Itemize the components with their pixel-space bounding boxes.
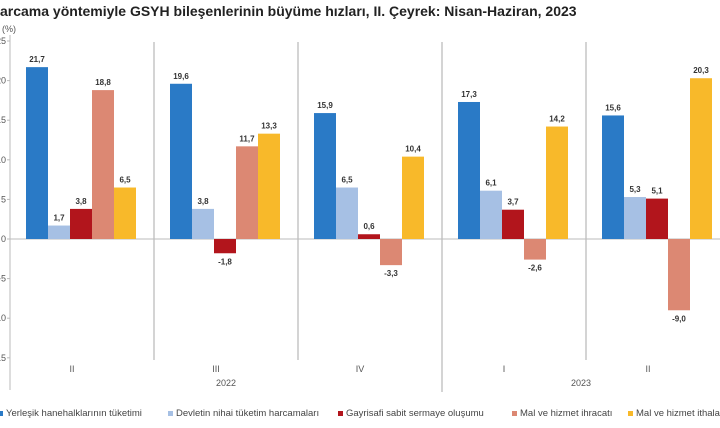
- y-tick-label: 25: [0, 36, 6, 46]
- legend-item: Mal ve hizmet ihracatı: [512, 408, 612, 419]
- category-label: II: [645, 364, 650, 374]
- data-label: 1,7: [53, 214, 65, 223]
- data-label: 20,3: [693, 66, 709, 75]
- bar: [402, 156, 424, 239]
- bar: [480, 190, 502, 239]
- data-label: 13,3: [261, 122, 277, 131]
- legend-label: Mal ve hizmet ihracatı: [520, 408, 613, 419]
- y-tick-label: 15: [0, 115, 6, 125]
- bar: [602, 115, 624, 239]
- data-label: 19,6: [173, 72, 189, 81]
- data-label: 3,7: [507, 198, 519, 207]
- y-tick-label: 5: [1, 194, 6, 204]
- bar: [546, 126, 568, 239]
- category-label: IV: [356, 364, 365, 374]
- data-label: 18,8: [95, 78, 111, 87]
- data-label: 15,6: [605, 103, 621, 112]
- data-label: 3,8: [75, 197, 87, 206]
- legend-swatch: [0, 411, 3, 416]
- y-tick-label: 0: [1, 234, 6, 244]
- legend-label: Mal ve hizmet ithalatı: [636, 408, 720, 419]
- data-label: -3,3: [384, 269, 398, 278]
- bar: [92, 90, 114, 239]
- bar: [48, 225, 70, 239]
- bar: [380, 239, 402, 266]
- category-label: I: [503, 364, 506, 374]
- data-label: 11,7: [239, 134, 255, 143]
- data-label: -9,0: [672, 314, 686, 323]
- bar: [502, 209, 524, 239]
- legend-item: Gayrisafi sabit sermaye oluşumu: [338, 408, 484, 419]
- y-tick-label: -15: [0, 353, 6, 363]
- chart-title: arcama yöntemiyle GSYH bileşenlerinin bü…: [0, 3, 577, 19]
- bar: [170, 83, 192, 239]
- bar: [114, 187, 136, 239]
- data-label: 17,3: [461, 90, 477, 99]
- legend-label: Gayrisafi sabit sermaye oluşumu: [346, 408, 484, 419]
- legend-label: Yerleşik hanehalklarının tüketimi: [6, 408, 142, 419]
- data-label: 21,7: [29, 55, 45, 64]
- data-label: -2,6: [528, 264, 542, 273]
- data-label: 6,5: [119, 176, 131, 185]
- bar: [358, 234, 380, 239]
- legend-item: Devletin nihai tüketim harcamaları: [168, 408, 319, 419]
- category-label: II: [69, 364, 74, 374]
- data-label: 0,6: [363, 222, 375, 231]
- y-tick-label: 10: [0, 155, 6, 165]
- bar: [214, 239, 236, 254]
- bar: [690, 78, 712, 239]
- bar: [524, 239, 546, 260]
- data-label: 5,1: [651, 187, 663, 196]
- category-label: III: [212, 364, 220, 374]
- legend-item: Yerleşik hanehalklarının tüketimi: [0, 408, 142, 419]
- y-axis-unit: (%): [2, 24, 16, 34]
- data-label: 15,9: [317, 101, 333, 110]
- legend-swatch: [168, 411, 173, 416]
- data-label: 10,4: [405, 145, 421, 154]
- bar: [26, 67, 48, 239]
- data-label: 3,8: [197, 197, 209, 206]
- bar: [192, 208, 214, 239]
- bar: [70, 208, 92, 239]
- bar: [646, 198, 668, 239]
- y-tick-label: 20: [0, 76, 6, 86]
- legend-item: Mal ve hizmet ithalatı: [628, 408, 720, 419]
- data-label: 6,1: [485, 179, 497, 188]
- y-tick-label: -10: [0, 313, 6, 323]
- legend-label: Devletin nihai tüketim harcamaları: [176, 408, 320, 419]
- bar: [668, 239, 690, 311]
- year-label: 2023: [571, 378, 591, 388]
- bar: [258, 133, 280, 239]
- legend-swatch: [338, 411, 343, 416]
- y-tick-label: -5: [0, 274, 6, 284]
- legend-swatch: [628, 411, 633, 416]
- bar: [624, 197, 646, 239]
- data-label: -1,8: [218, 257, 232, 266]
- data-label: 5,3: [629, 185, 641, 194]
- bar: [336, 187, 358, 239]
- data-label: 14,2: [549, 115, 565, 124]
- bar: [236, 146, 258, 239]
- bar: [314, 113, 336, 239]
- legend-swatch: [512, 411, 517, 416]
- data-label: 6,5: [341, 176, 353, 185]
- bar: [458, 101, 480, 239]
- year-label: 2022: [216, 378, 236, 388]
